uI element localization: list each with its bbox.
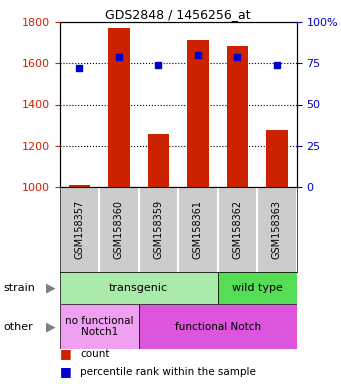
Text: functional Notch: functional Notch	[175, 321, 261, 331]
Bar	[266, 130, 288, 187]
Text: ■: ■	[60, 348, 71, 361]
Bar	[226, 46, 248, 187]
Text: GSM158363: GSM158363	[272, 200, 282, 259]
Text: GSM158359: GSM158359	[153, 200, 163, 259]
Bar	[139, 304, 297, 349]
Text: GSM158357: GSM158357	[74, 200, 85, 259]
Text: strain: strain	[3, 283, 35, 293]
Text: percentile rank within the sample: percentile rank within the sample	[80, 367, 256, 377]
Text: ▶: ▶	[46, 281, 56, 295]
Text: GSM158362: GSM158362	[233, 200, 242, 259]
Text: GSM158361: GSM158361	[193, 200, 203, 259]
Text: count: count	[80, 349, 110, 359]
Text: GSM158360: GSM158360	[114, 200, 124, 259]
Text: transgenic: transgenic	[109, 283, 168, 293]
Text: other: other	[3, 321, 33, 331]
Text: wild type: wild type	[232, 283, 283, 293]
Text: ■: ■	[60, 366, 71, 379]
Text: no functional
Notch1: no functional Notch1	[65, 316, 133, 337]
Bar	[218, 272, 297, 304]
Bar	[187, 40, 209, 187]
Title: GDS2848 / 1456256_at: GDS2848 / 1456256_at	[105, 8, 251, 21]
Bar	[108, 28, 130, 187]
Text: ▶: ▶	[46, 320, 56, 333]
Bar	[60, 272, 218, 304]
Bar	[60, 304, 139, 349]
Bar	[69, 185, 90, 187]
Bar	[148, 134, 169, 187]
